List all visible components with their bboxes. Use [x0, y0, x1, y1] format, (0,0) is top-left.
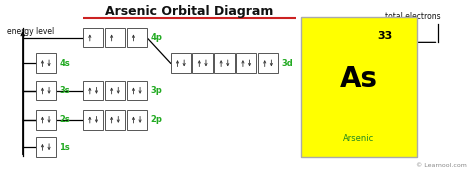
Text: total electrons: total electrons: [384, 12, 440, 21]
Bar: [214, 53, 235, 73]
Bar: [127, 28, 147, 48]
Text: 3s: 3s: [59, 86, 70, 95]
Bar: [36, 53, 56, 73]
Text: 4s: 4s: [59, 59, 70, 68]
Text: energy level: energy level: [7, 27, 55, 36]
Text: 2p: 2p: [150, 115, 162, 124]
Bar: [105, 110, 125, 130]
Text: Arsenic: Arsenic: [344, 134, 374, 143]
Bar: [171, 53, 191, 73]
Bar: [83, 110, 103, 130]
Bar: [83, 28, 103, 48]
Bar: [105, 81, 125, 101]
Bar: [105, 28, 125, 48]
Text: Arsenic Orbital Diagram: Arsenic Orbital Diagram: [105, 5, 274, 18]
Text: 3d: 3d: [282, 59, 293, 68]
Bar: [36, 137, 56, 157]
Text: 2s: 2s: [59, 115, 70, 124]
Text: 1s: 1s: [59, 143, 70, 152]
Bar: [236, 53, 256, 73]
Bar: [127, 110, 147, 130]
Text: © Learnool.com: © Learnool.com: [416, 163, 467, 168]
Text: As: As: [340, 65, 378, 93]
Text: 33: 33: [377, 31, 392, 41]
Bar: [36, 110, 56, 130]
Bar: [127, 81, 147, 101]
Bar: [258, 53, 278, 73]
Bar: [83, 81, 103, 101]
Text: 3p: 3p: [150, 86, 162, 95]
Text: 4p: 4p: [150, 33, 162, 42]
Bar: [301, 17, 417, 157]
Bar: [36, 81, 56, 101]
Bar: [192, 53, 213, 73]
